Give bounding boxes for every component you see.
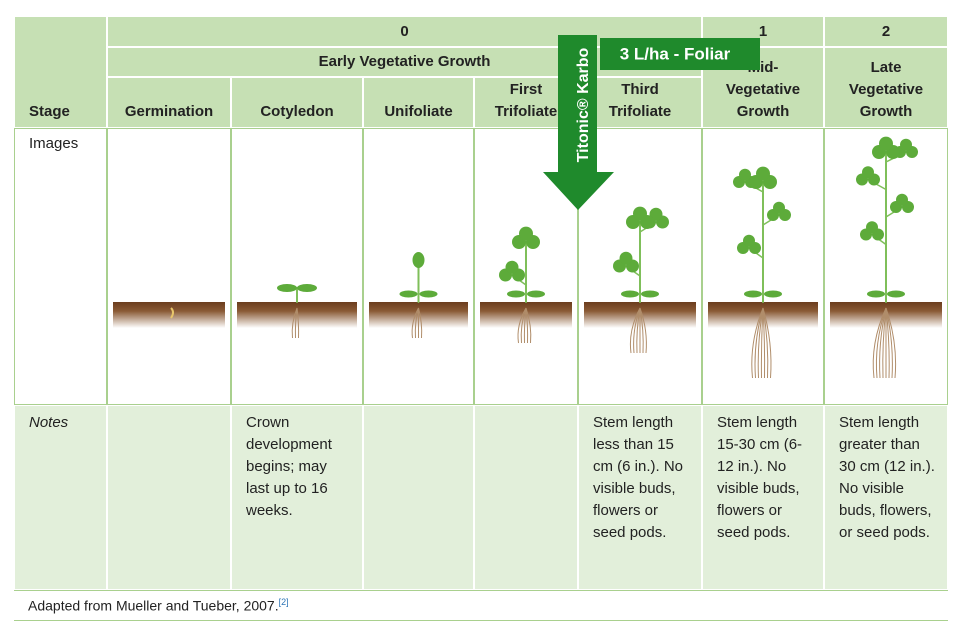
note-cell: [474, 405, 578, 590]
column-header: Germination: [107, 77, 231, 128]
plant-part: [237, 302, 357, 328]
note-cell: Stem length 15-30 cm (6-12 in.). No visi…: [702, 405, 824, 590]
plant-part: [756, 166, 770, 181]
plant-part: [412, 252, 425, 268]
plant-part: [525, 307, 529, 344]
plant-part: [879, 307, 887, 379]
stage-header: Stage: [14, 16, 107, 128]
group-header: Early Vegetative Growth: [107, 47, 702, 77]
plant-part: [621, 290, 639, 298]
plant-part: [517, 307, 527, 344]
plant-part: [525, 307, 532, 344]
image-cell: [231, 128, 363, 405]
note-cell: Crown development begins; may last up to…: [231, 405, 363, 590]
plant-part: [418, 307, 423, 339]
source: Adapted from Mueller and Tueber, 2007.: [28, 597, 279, 614]
plant-part: [296, 307, 300, 339]
plant-part: [633, 307, 641, 354]
plant-part: [885, 307, 893, 379]
plant-part: [641, 290, 659, 298]
plant-part: [872, 307, 887, 379]
plant-part: [762, 307, 766, 379]
plant-part: [867, 290, 885, 298]
plant-part: [636, 307, 641, 354]
plant-part: [297, 284, 317, 292]
note-cell: Stem length greater than 30 cm (12 in.).…: [824, 405, 948, 590]
note-cell: [363, 405, 474, 590]
plant-part: [291, 307, 298, 339]
plant-part: [739, 168, 751, 181]
plant-part: [505, 260, 519, 274]
plant-part: [277, 284, 297, 292]
plant-part: [411, 307, 419, 339]
plant-part: [762, 307, 772, 379]
plant-part: [764, 290, 782, 298]
plant-part: [639, 307, 647, 354]
image-cell: [107, 128, 231, 405]
stage-number: 2: [824, 16, 948, 47]
plant-part: [399, 290, 418, 298]
plant-part: [527, 290, 545, 298]
product-label: Titonic® Karbo: [575, 47, 592, 162]
plant-part: [743, 234, 755, 247]
plant-part: [879, 136, 893, 151]
plant-part: [520, 307, 527, 344]
plant-part: [885, 307, 890, 379]
plant-part: [757, 307, 764, 379]
plant-part: [619, 251, 633, 265]
column-header: Mid- Vegetative Growth: [702, 47, 824, 128]
plant-part: [760, 307, 764, 379]
plant-part: [419, 290, 438, 298]
row-label: Images: [14, 128, 107, 405]
column-header: Cotyledon: [231, 77, 363, 128]
plant-part: [900, 138, 912, 151]
plant-part: [744, 290, 762, 298]
note-cell: [107, 405, 231, 590]
row-label: Notes: [14, 405, 107, 590]
plant-part: [629, 307, 641, 354]
rate-label: 3 L/ha - Foliar: [620, 44, 731, 63]
note-cell: Stem length less than 15 cm (6 in.). No …: [578, 405, 702, 590]
reference: [2]: [278, 597, 289, 607]
plant-part: [887, 290, 905, 298]
arrow: [543, 35, 614, 210]
plant-part: [113, 302, 225, 328]
plant-part: [649, 207, 663, 221]
plants: [113, 136, 942, 379]
plant-part: [875, 307, 887, 379]
plant-part: [519, 226, 533, 241]
plant-part: [480, 302, 572, 328]
plant-part: [754, 307, 764, 379]
plant-part: [862, 166, 874, 179]
column-header: Third Trifoliate: [578, 77, 702, 128]
plant-part: [885, 307, 897, 379]
plant-part: [639, 307, 644, 354]
plant-part: [170, 307, 174, 319]
column-header: Unifoliate: [363, 77, 474, 128]
rate-box: [600, 38, 760, 70]
plant-part: [507, 290, 525, 298]
plant-part: [762, 307, 769, 379]
column-header: Late Vegetative Growth: [824, 47, 948, 128]
plant-part: [294, 307, 298, 339]
plant-part: [773, 201, 785, 214]
plant-part: [751, 307, 764, 379]
plant-part: [882, 307, 887, 379]
plant-part: [414, 307, 419, 339]
plant-part: [523, 307, 527, 344]
plant-part: [866, 221, 878, 234]
plant-part: [633, 206, 647, 221]
plant-part: [896, 193, 908, 206]
